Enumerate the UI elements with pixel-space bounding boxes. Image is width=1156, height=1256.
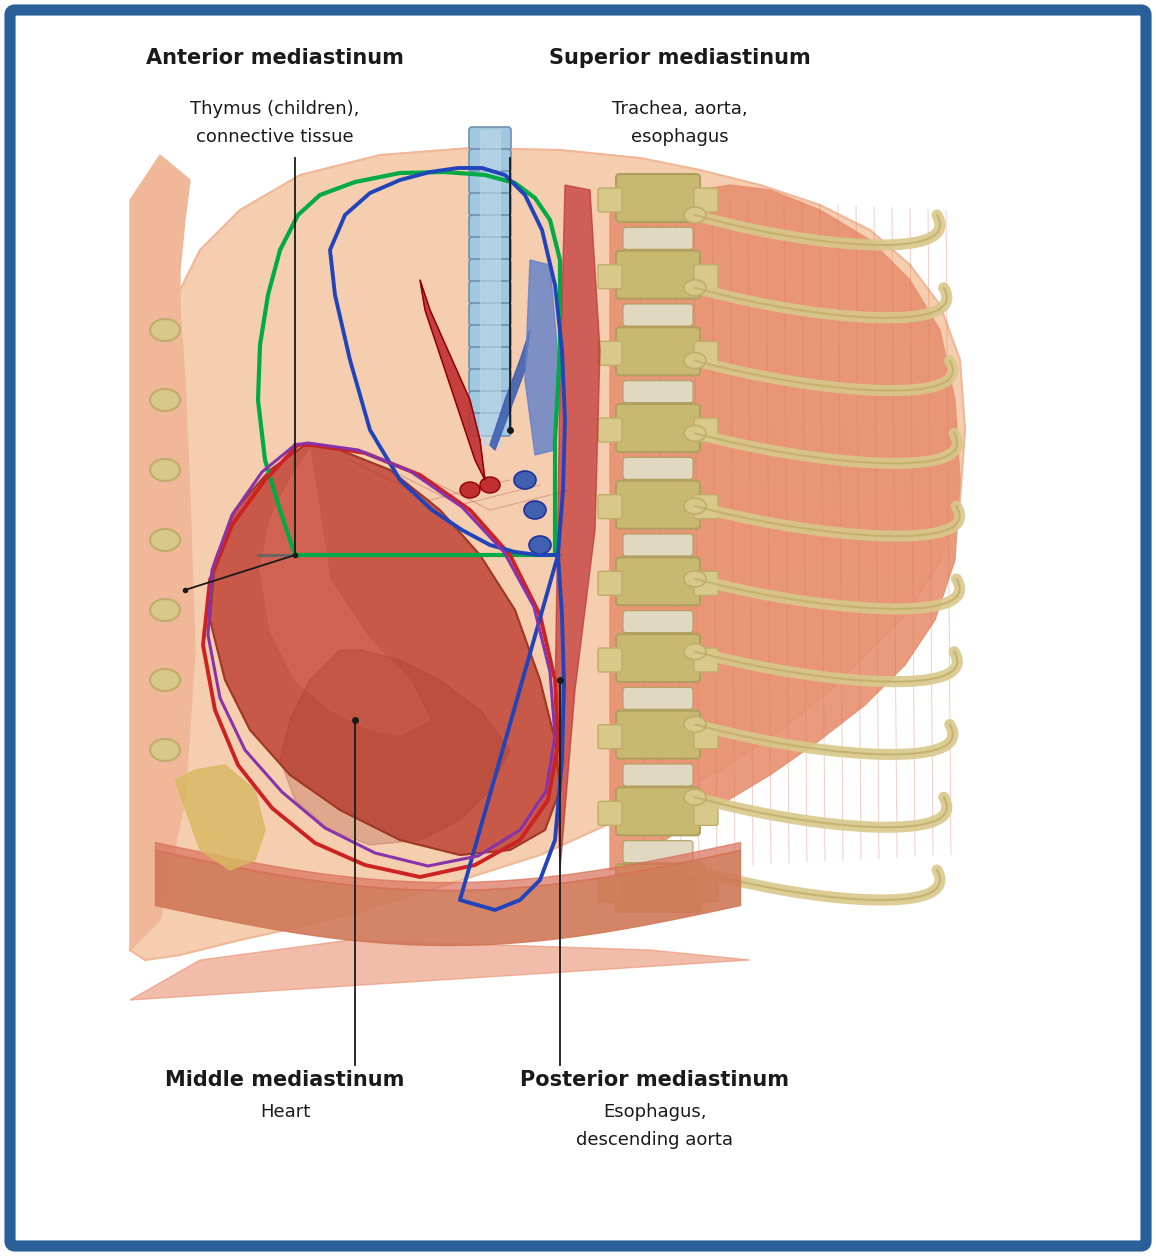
FancyBboxPatch shape xyxy=(616,864,701,912)
FancyBboxPatch shape xyxy=(469,149,511,172)
FancyBboxPatch shape xyxy=(623,457,692,480)
Ellipse shape xyxy=(684,862,706,878)
FancyBboxPatch shape xyxy=(469,413,511,436)
Polygon shape xyxy=(260,450,430,735)
Text: Superior mediastinum: Superior mediastinum xyxy=(549,48,810,68)
FancyBboxPatch shape xyxy=(616,481,701,529)
Ellipse shape xyxy=(684,499,706,514)
Polygon shape xyxy=(175,765,265,870)
Ellipse shape xyxy=(684,207,706,224)
Ellipse shape xyxy=(529,536,551,554)
Ellipse shape xyxy=(150,739,180,761)
Polygon shape xyxy=(129,154,195,950)
FancyBboxPatch shape xyxy=(616,558,701,605)
FancyBboxPatch shape xyxy=(616,788,701,835)
Ellipse shape xyxy=(460,482,480,497)
FancyBboxPatch shape xyxy=(623,534,692,556)
FancyBboxPatch shape xyxy=(598,188,622,212)
FancyBboxPatch shape xyxy=(616,175,701,222)
Text: Esophagus,: Esophagus, xyxy=(603,1103,706,1122)
FancyBboxPatch shape xyxy=(694,418,718,442)
FancyBboxPatch shape xyxy=(694,571,718,595)
FancyBboxPatch shape xyxy=(469,237,511,260)
FancyBboxPatch shape xyxy=(598,571,622,595)
Ellipse shape xyxy=(150,458,180,481)
Polygon shape xyxy=(210,445,560,855)
FancyBboxPatch shape xyxy=(623,687,692,710)
Ellipse shape xyxy=(150,319,180,340)
Ellipse shape xyxy=(684,353,706,368)
Ellipse shape xyxy=(684,426,706,441)
FancyBboxPatch shape xyxy=(694,495,718,519)
FancyBboxPatch shape xyxy=(694,725,718,749)
Polygon shape xyxy=(610,185,959,870)
FancyBboxPatch shape xyxy=(469,171,511,193)
FancyBboxPatch shape xyxy=(598,418,622,442)
FancyBboxPatch shape xyxy=(469,193,511,216)
FancyBboxPatch shape xyxy=(616,328,701,376)
FancyBboxPatch shape xyxy=(616,711,701,759)
FancyBboxPatch shape xyxy=(694,801,718,825)
FancyBboxPatch shape xyxy=(616,251,701,299)
FancyBboxPatch shape xyxy=(623,610,692,633)
Ellipse shape xyxy=(150,529,180,551)
FancyBboxPatch shape xyxy=(469,325,511,348)
FancyBboxPatch shape xyxy=(598,342,622,365)
Ellipse shape xyxy=(150,599,180,620)
Text: Middle mediastinum: Middle mediastinum xyxy=(165,1070,405,1090)
Text: connective tissue: connective tissue xyxy=(197,128,354,146)
FancyBboxPatch shape xyxy=(598,878,622,902)
Polygon shape xyxy=(525,260,560,455)
Text: esophagus: esophagus xyxy=(631,128,728,146)
FancyBboxPatch shape xyxy=(694,342,718,365)
FancyBboxPatch shape xyxy=(623,381,692,403)
Ellipse shape xyxy=(684,571,706,587)
Text: Trachea, aorta,: Trachea, aorta, xyxy=(613,100,748,118)
FancyBboxPatch shape xyxy=(469,391,511,414)
FancyBboxPatch shape xyxy=(469,303,511,327)
FancyBboxPatch shape xyxy=(694,648,718,672)
FancyBboxPatch shape xyxy=(469,215,511,237)
FancyBboxPatch shape xyxy=(598,495,622,519)
FancyBboxPatch shape xyxy=(469,259,511,283)
FancyBboxPatch shape xyxy=(616,634,701,682)
Ellipse shape xyxy=(514,471,536,489)
Ellipse shape xyxy=(524,501,546,519)
Ellipse shape xyxy=(150,389,180,411)
Ellipse shape xyxy=(150,669,180,691)
Polygon shape xyxy=(129,148,965,960)
Polygon shape xyxy=(490,330,529,450)
FancyBboxPatch shape xyxy=(616,404,701,452)
Polygon shape xyxy=(280,651,510,845)
FancyBboxPatch shape xyxy=(469,127,511,149)
FancyBboxPatch shape xyxy=(598,265,622,289)
Text: Anterior mediastinum: Anterior mediastinum xyxy=(146,48,403,68)
Text: Thymus (children),: Thymus (children), xyxy=(191,100,360,118)
FancyBboxPatch shape xyxy=(623,840,692,863)
Ellipse shape xyxy=(684,643,706,659)
FancyBboxPatch shape xyxy=(469,347,511,371)
Text: descending aorta: descending aorta xyxy=(577,1130,734,1149)
Text: Posterior mediastinum: Posterior mediastinum xyxy=(520,1070,790,1090)
FancyBboxPatch shape xyxy=(694,265,718,289)
Ellipse shape xyxy=(684,716,706,732)
FancyBboxPatch shape xyxy=(623,304,692,327)
Polygon shape xyxy=(420,280,486,480)
Ellipse shape xyxy=(684,789,706,805)
FancyBboxPatch shape xyxy=(623,764,692,786)
Polygon shape xyxy=(129,939,750,1000)
FancyBboxPatch shape xyxy=(623,227,692,250)
FancyBboxPatch shape xyxy=(694,878,718,902)
Polygon shape xyxy=(555,185,600,870)
FancyBboxPatch shape xyxy=(10,10,1146,1246)
FancyBboxPatch shape xyxy=(598,801,622,825)
FancyBboxPatch shape xyxy=(598,648,622,672)
FancyBboxPatch shape xyxy=(469,369,511,392)
FancyBboxPatch shape xyxy=(694,188,718,212)
Ellipse shape xyxy=(684,280,706,295)
Text: Heart: Heart xyxy=(260,1103,310,1122)
Ellipse shape xyxy=(480,477,501,494)
FancyBboxPatch shape xyxy=(598,725,622,749)
FancyBboxPatch shape xyxy=(469,281,511,304)
